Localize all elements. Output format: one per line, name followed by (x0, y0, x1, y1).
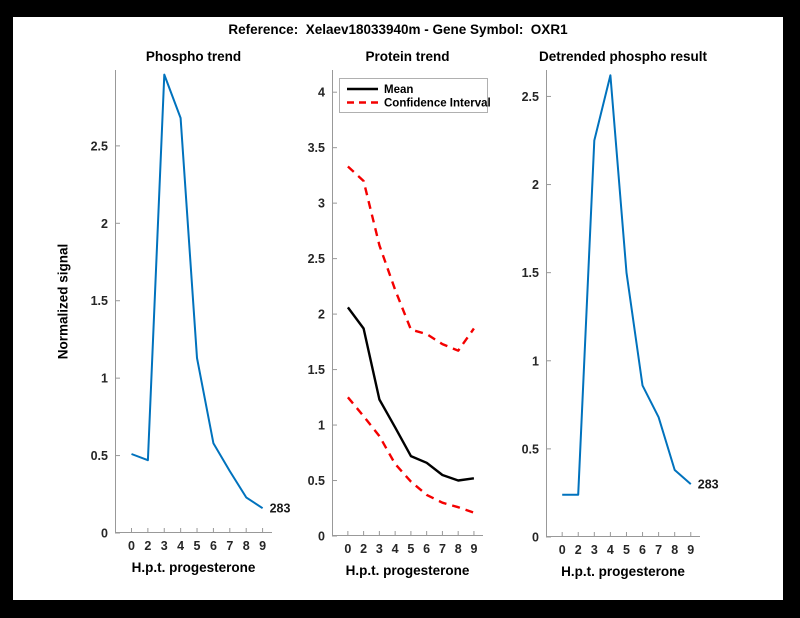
y-tick-label: 1.5 (91, 294, 108, 308)
y-tick-label: 2 (532, 178, 539, 192)
x-tick-label: 6 (210, 539, 217, 553)
x-tick-label: 0 (128, 539, 135, 553)
x-tick-label: 6 (639, 543, 646, 557)
series-end-annotation: 283 (270, 502, 291, 516)
x-tick-label: 3 (591, 543, 598, 557)
x-tick-label: 6 (423, 542, 430, 556)
y-tick-label: 4 (318, 86, 325, 100)
confidence-interval-lower-line (346, 396, 475, 514)
subplot-protein-trend: Protein trend 0 0.5 1 1.5 2 2.5 3 3.5 4 0 2 3 4 5 6 7 8 9… (308, 49, 491, 578)
subplot-title-protein: Protein trend (365, 49, 450, 64)
x-axis-label-phospho: H.p.t. progesterone (131, 560, 256, 575)
x-tick-label: 4 (177, 539, 184, 553)
phospho-signal-line (131, 73, 264, 510)
series-end-annotation: 283 (698, 478, 719, 492)
y-tick-label: 2.5 (308, 252, 325, 266)
confidence-interval-upper-line (347, 165, 475, 352)
y-tick-label: 1 (532, 354, 539, 368)
y-tick-label: 0.5 (91, 449, 108, 463)
x-tick-label: 8 (243, 539, 250, 553)
x-tick-label: 3 (161, 539, 168, 553)
subplot-title-phospho: Phospho trend (145, 49, 242, 64)
x-tick-label: 4 (607, 543, 614, 557)
x-tick-label: 5 (623, 543, 630, 557)
y-tick-label: 0 (318, 530, 325, 544)
figure-canvas: Reference: Xelaev18033940m - Gene Symbol… (13, 17, 783, 600)
x-axis-label-detrended: H.p.t. progesterone (561, 564, 685, 579)
y-tick-label: 3.5 (308, 141, 325, 155)
x-tick-label: 0 (344, 542, 351, 556)
y-axis-label: Normalized signal (55, 243, 71, 360)
protein-trend-plot: 00.511.522.533.540 2 3 4 5 6 7 8 9MeanConfidence… (308, 70, 491, 556)
subplot-title-detrended: Detrended phospho result (538, 49, 707, 64)
mean-line (346, 306, 475, 482)
x-tick-label: 9 (687, 543, 694, 557)
x-tick-label: 7 (439, 542, 446, 556)
x-tick-label: 4 (392, 542, 399, 556)
legend-label: Confidence Interval (384, 98, 491, 110)
legend: Mean Confidence Interval (339, 78, 491, 113)
y-tick-label: 1 (318, 419, 325, 433)
x-tick-label: 5 (194, 539, 201, 553)
x-tick-label: 9 (470, 542, 477, 556)
y-tick-label: 0 (101, 527, 108, 541)
y-tick-label: 0.5 (308, 474, 325, 488)
detrended-phospho-line (562, 74, 692, 496)
y-tick-label: 0 (532, 531, 539, 545)
x-axis-label-protein: H.p.t. progesterone (345, 563, 470, 578)
x-tick-label: 8 (671, 543, 678, 557)
x-tick-label: 5 (407, 542, 414, 556)
x-tick-label: 7 (226, 539, 233, 553)
x-tick-label: 2 (144, 539, 151, 553)
y-tick-label: 2 (101, 217, 108, 231)
y-tick-label: 2.5 (91, 139, 108, 153)
x-tick-label: 0 (559, 543, 566, 557)
subplot-phospho-trend: Phospho trend Normalized signal 0 0.5 1 1.5… (56, 49, 291, 575)
x-tick-label: 9 (259, 539, 266, 553)
figure-title: Reference: Xelaev18033940m - Gene Symbol… (228, 22, 568, 37)
y-tick-label: 1.5 (522, 266, 539, 280)
y-tick-label: 2 (318, 308, 325, 322)
x-tick-label: 7 (655, 543, 662, 557)
y-tick-label: 3 (318, 197, 325, 211)
legend-box (339, 78, 488, 113)
y-axis-label-container: Normalized signal (53, 70, 73, 533)
x-tick-label: 2 (575, 543, 582, 557)
y-tick-label: 1 (101, 372, 108, 386)
x-tick-label: 8 (455, 542, 462, 556)
legend-label: Mean (384, 84, 413, 96)
y-tick-label: 1.5 (308, 363, 325, 377)
y-tick-label: 2.5 (522, 90, 539, 104)
x-tick-label: 3 (376, 542, 383, 556)
x-tick-label: 2 (360, 542, 367, 556)
subplot-detrended-phospho: Detrended phospho result 0 0.5 1 1.5 2 2.5 0 2 3… (522, 49, 719, 579)
y-tick-label: 0.5 (522, 442, 539, 456)
